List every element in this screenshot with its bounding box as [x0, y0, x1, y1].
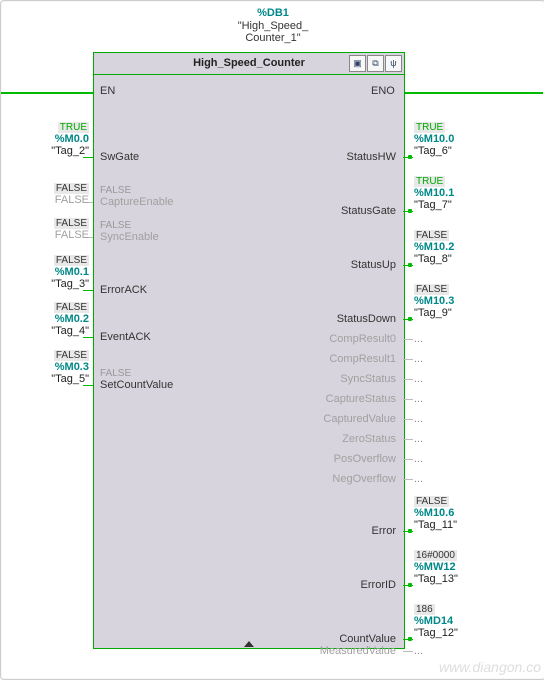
output-pin [408, 637, 412, 641]
output-port-label: PosOverflow [334, 453, 396, 466]
output-stub [403, 439, 413, 440]
output-stub [403, 359, 413, 360]
output-port-label: StatusGate [341, 205, 396, 218]
output-port-label: CapturedValue [323, 413, 396, 426]
output-ext-MeasuredValue: ... [414, 645, 534, 657]
output-port-label: CompResult1 [329, 353, 396, 366]
function-block: High_Speed_Counter ▣ ⧉ ψ [93, 52, 405, 649]
output-ext-StatusHW: TRUE%M10.0"Tag_6" [414, 121, 534, 157]
output-ext-CaptureStatus: ... [414, 393, 534, 405]
input-ext-SyncEnable: FALSEFALSE [4, 217, 89, 241]
block-icon-3[interactable]: ψ [385, 55, 402, 72]
db-name-line: "High_Speed_Counter_1" [1, 20, 544, 44]
output-stub [403, 459, 413, 460]
input-port-label: CaptureEnable [100, 196, 173, 209]
input-ext-ErrorACK: FALSE%M0.1"Tag_3" [4, 254, 89, 290]
db-header: %DB1 [1, 7, 544, 19]
output-ext-StatusDown: FALSE%M10.3"Tag_9" [414, 283, 534, 319]
output-port-label: SyncStatus [340, 373, 396, 386]
output-pin [408, 155, 412, 159]
power-rail-left [1, 92, 93, 94]
db-name: "High_Speed_Counter_1" [238, 20, 309, 44]
output-port-label: NegOverflow [332, 473, 396, 486]
input-stub [83, 385, 93, 386]
input-port-label: ErrorACK [100, 284, 147, 297]
input-port-label: SetCountValue [100, 379, 173, 392]
input-stub [83, 157, 93, 158]
output-stub [403, 651, 413, 652]
output-port-label: StatusDown [337, 313, 396, 326]
input-stub [83, 337, 93, 338]
output-port-label: CompResult0 [329, 333, 396, 346]
watermark: www.diangon.co [439, 659, 541, 675]
output-port-label: CaptureStatus [326, 393, 396, 406]
output-pin [408, 263, 412, 267]
output-pin [408, 317, 412, 321]
output-port-label: StatusHW [346, 151, 396, 164]
output-stub [403, 339, 413, 340]
output-ext-NegOverflow: ... [414, 473, 534, 485]
input-port-label: SyncEnable [100, 231, 159, 244]
input-port-label: SwGate [100, 151, 139, 164]
output-port-label: MeasuredValue [320, 645, 396, 658]
power-rail-right [403, 92, 543, 94]
db-id: %DB1 [257, 7, 289, 19]
port-en: EN [100, 85, 115, 98]
output-ext-ZeroStatus: ... [414, 433, 534, 445]
plc-block-canvas: %DB1 "High_Speed_Counter_1" High_Speed_C… [0, 0, 544, 680]
output-ext-StatusUp: FALSE%M10.2"Tag_8" [414, 229, 534, 265]
input-port-label: EventACK [100, 331, 151, 344]
input-ext-SwGate: TRUE%M0.0"Tag_2" [4, 121, 89, 157]
block-title-bar: High_Speed_Counter ▣ ⧉ ψ [94, 53, 404, 75]
output-ext-CompResult0: ... [414, 333, 534, 345]
input-ext-EventACK: FALSE%M0.2"Tag_4" [4, 301, 89, 337]
port-eno: ENO [371, 85, 395, 98]
block-icon-1[interactable]: ▣ [349, 55, 366, 72]
block-icon-2[interactable]: ⧉ [367, 55, 384, 72]
output-pin [408, 529, 412, 533]
input-ext-CaptureEnable: FALSEFALSE [4, 182, 89, 206]
output-ext-SyncStatus: ... [414, 373, 534, 385]
input-stub [83, 290, 93, 291]
output-ext-CapturedValue: ... [414, 413, 534, 425]
input-ext-SetCountValue: FALSE%M0.3"Tag_5" [4, 349, 89, 385]
block-icons: ▣ ⧉ ψ [349, 55, 402, 72]
output-ext-CompResult1: ... [414, 353, 534, 365]
output-stub [403, 379, 413, 380]
output-ext-StatusGate: TRUE%M10.1"Tag_7" [414, 175, 534, 211]
output-stub [403, 399, 413, 400]
output-port-label: ZeroStatus [342, 433, 396, 446]
expand-triangle-icon[interactable] [244, 641, 254, 647]
output-stub [403, 419, 413, 420]
output-port-label: StatusUp [351, 259, 396, 272]
output-ext-PosOverflow: ... [414, 453, 534, 465]
output-pin [408, 583, 412, 587]
output-port-label: ErrorID [361, 579, 396, 592]
output-port-label: Error [372, 525, 396, 538]
output-ext-CountValue: 186%MD14"Tag_12" [414, 603, 534, 639]
output-pin [408, 209, 412, 213]
output-stub [403, 479, 413, 480]
output-ext-Error: FALSE%M10.6"Tag_11" [414, 495, 534, 531]
output-ext-ErrorID: 16#0000%MW12"Tag_13" [414, 549, 534, 585]
